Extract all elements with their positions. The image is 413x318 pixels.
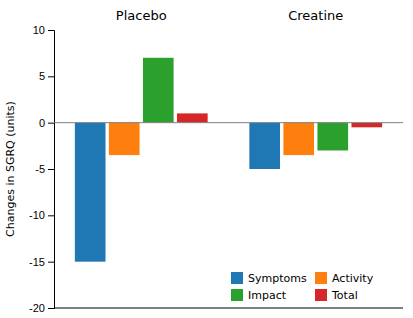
- y-axis-line: [48, 31, 55, 309]
- y-tick: -15: [29, 256, 54, 268]
- bar: [352, 123, 383, 128]
- group-label: Placebo: [116, 8, 167, 23]
- y-tick-label: -20: [29, 302, 45, 314]
- legend-label: Activity: [332, 272, 374, 285]
- y-tick-label: 10: [33, 24, 45, 36]
- y-tick-mark: [48, 30, 54, 31]
- y-tick-label: -10: [29, 209, 45, 221]
- y-tick-label: -5: [35, 163, 45, 175]
- y-tick: -10: [29, 209, 54, 221]
- group-label: Creatine: [288, 8, 343, 23]
- y-tick-mark: [48, 123, 54, 124]
- y-tick-mark: [48, 308, 54, 309]
- legend-swatch: [315, 289, 327, 301]
- bar: [143, 58, 174, 123]
- x-axis-line: [54, 308, 403, 309]
- bar: [317, 123, 348, 151]
- y-tick-mark: [48, 262, 54, 263]
- y-tick: 10: [33, 24, 54, 36]
- y-tick-mark: [48, 76, 54, 77]
- zero-line: [54, 122, 403, 123]
- plot-area: -20 -15 -10 -5 0 5 10 Placebo Creatine Symptoms Ac…: [29, 8, 403, 314]
- legend-item: Total: [315, 289, 358, 302]
- y-tick-mark: [48, 215, 54, 216]
- bar: [249, 123, 280, 169]
- legend-item: Impact: [231, 289, 287, 302]
- y-tick-mark: [48, 169, 54, 170]
- legend-item: Activity: [315, 272, 374, 285]
- legend-swatch: [315, 272, 327, 284]
- legend-label: Symptoms: [248, 272, 307, 285]
- bar: [177, 113, 208, 122]
- legend: Symptoms Activity Impact Total: [231, 272, 374, 302]
- y-tick: -5: [35, 163, 54, 175]
- legend-swatch: [231, 272, 243, 284]
- y-tick-label: 0: [39, 117, 45, 129]
- chart-svg: -20 -15 -10 -5 0 5 10 Placebo Creatine Symptoms Ac…: [0, 0, 413, 318]
- y-axis: -20 -15 -10 -5 0 5 10: [29, 24, 54, 314]
- y-tick: -20: [29, 302, 54, 314]
- y-tick: 5: [39, 70, 54, 82]
- bar: [283, 123, 314, 155]
- bars: [75, 58, 382, 262]
- y-tick: 0: [39, 117, 54, 129]
- bar: [109, 123, 140, 155]
- chart-container: -20 -15 -10 -5 0 5 10 Placebo Creatine Symptoms Ac…: [0, 0, 413, 318]
- y-axis-title: Changes in SGRQ (units): [4, 101, 17, 237]
- legend-label: Total: [331, 289, 358, 302]
- bar: [75, 123, 106, 262]
- legend-item: Symptoms: [231, 272, 307, 285]
- y-tick-label: -15: [29, 256, 45, 268]
- legend-swatch: [231, 289, 243, 301]
- y-tick-label: 5: [39, 70, 45, 82]
- legend-label: Impact: [248, 289, 287, 302]
